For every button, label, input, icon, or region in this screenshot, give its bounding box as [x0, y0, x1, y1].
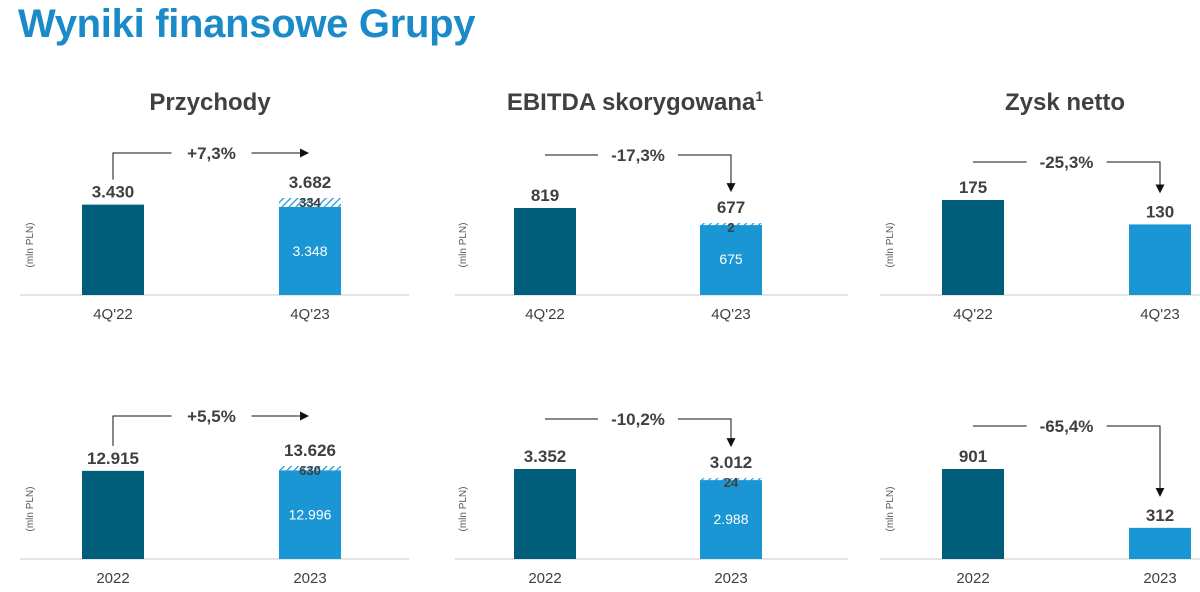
- x-tick-label: 2023: [1143, 570, 1176, 587]
- bar-segment-label: 334: [299, 195, 321, 210]
- bar-previous: [942, 200, 1004, 295]
- bar-segment-label: 630: [299, 463, 321, 478]
- y-axis-label: (mln PLN): [458, 222, 469, 267]
- x-tick-label: 4Q'23: [290, 306, 330, 323]
- bar-value-label: 3.430: [92, 183, 135, 202]
- x-tick-label: 2022: [96, 570, 129, 587]
- bar-previous: [82, 204, 144, 295]
- bar-2023-hatched: [700, 223, 762, 226]
- column-title-zysk-netto: Zysk netto: [920, 88, 1200, 117]
- bar-value-label: 677: [717, 198, 745, 217]
- bar-previous: [514, 208, 576, 295]
- bar-2023-base: [700, 223, 762, 295]
- bar-value-label: 12.915: [87, 449, 139, 468]
- column-title-ebitda: EBITDA skorygowana1: [470, 88, 800, 117]
- column-title-text: Przychody: [149, 89, 271, 116]
- bar-value-label: 3.012: [710, 453, 753, 472]
- bar-segment-label: 2: [727, 220, 734, 235]
- bar-previous: [82, 470, 144, 559]
- column-title-sup: 1: [755, 88, 764, 104]
- bar-value-label: 175: [959, 178, 987, 197]
- bar-2023-base: [279, 470, 341, 559]
- change-arrow: [1106, 425, 1165, 497]
- bar-value-label: 819: [531, 186, 559, 205]
- y-axis-label: (mln PLN): [25, 222, 36, 267]
- x-tick-label: 4Q'22: [93, 306, 133, 323]
- bar-value-label: 3.682: [289, 173, 332, 192]
- x-tick-label: 4Q'22: [525, 306, 565, 323]
- x-tick-label: 2023: [714, 570, 747, 587]
- column-title-text: Zysk netto: [1004, 89, 1126, 116]
- x-tick-label: 4Q'23: [1140, 306, 1180, 323]
- bar-segment-label: 2.988: [713, 511, 748, 527]
- bar-segment-label: 12.996: [289, 507, 332, 523]
- change-arrow: [1106, 161, 1165, 194]
- x-tick-label: 2022: [956, 570, 989, 587]
- bar-previous: [942, 469, 1004, 559]
- change-connector: [112, 152, 172, 180]
- bar-segment-label: 3.348: [292, 243, 327, 259]
- change-arrow: [678, 418, 736, 448]
- bar-segment-label: 24: [724, 475, 739, 490]
- y-axis-label: (mln PLN): [458, 486, 469, 531]
- bar-current: [1129, 527, 1191, 559]
- x-tick-label: 4Q'22: [953, 306, 993, 323]
- bar-value-label: 13.626: [284, 441, 336, 460]
- change-label: -17,3%: [611, 146, 665, 165]
- bar-2023-hatched: [279, 466, 341, 471]
- y-axis-label: (mln PLN): [25, 486, 36, 531]
- column-title-przychody: Przychody: [60, 88, 360, 117]
- bar-2023-hatched: [279, 198, 341, 207]
- x-tick-label: 2022: [528, 570, 561, 587]
- bar-value-label: 312: [1146, 506, 1174, 525]
- y-axis-label: (mln PLN): [885, 486, 896, 531]
- change-label: +7,3%: [187, 144, 236, 163]
- x-tick-label: 4Q'23: [711, 306, 751, 323]
- bar-2023-base: [700, 478, 762, 559]
- bar-previous: [514, 469, 576, 559]
- change-connector: [112, 415, 172, 446]
- bar-2023-hatched: [700, 478, 762, 481]
- x-tick-label: 2023: [293, 570, 326, 587]
- y-axis-label: (mln PLN): [885, 222, 896, 267]
- page-title: Wyniki finansowe Grupy: [18, 2, 476, 46]
- bar-value-label: 3.352: [524, 447, 567, 466]
- change-label: -10,2%: [611, 410, 665, 429]
- change-label: -65,4%: [1040, 417, 1094, 436]
- bar-value-label: 901: [959, 447, 987, 466]
- bar-segment-label: 675: [719, 251, 743, 267]
- change-label: +5,5%: [187, 407, 236, 426]
- column-title-text: EBITDA skorygowana: [506, 89, 756, 116]
- bar-current: [1129, 224, 1191, 295]
- bar-2023-base: [279, 206, 341, 295]
- change-arrow: [678, 154, 736, 193]
- change-label: -25,3%: [1040, 153, 1094, 172]
- bar-value-label: 130: [1146, 202, 1174, 221]
